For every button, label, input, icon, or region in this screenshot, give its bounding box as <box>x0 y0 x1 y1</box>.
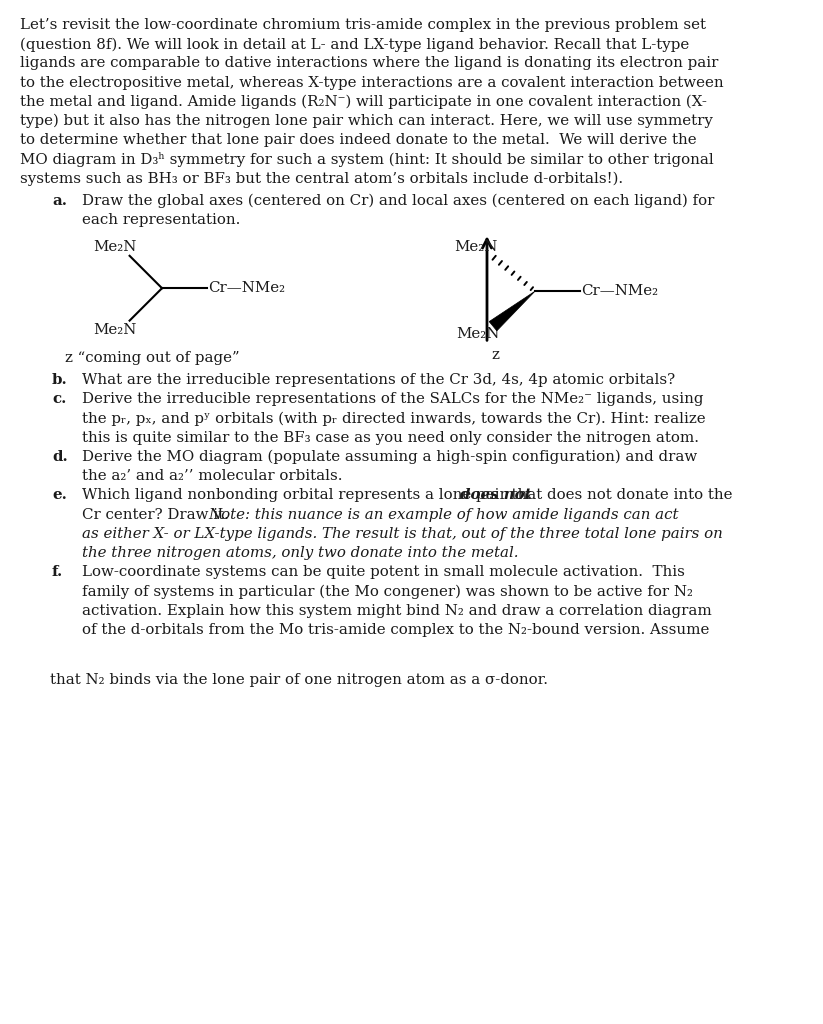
Text: Low-coordinate systems can be quite potent in small molecule activation.  This: Low-coordinate systems can be quite pote… <box>82 565 685 580</box>
Text: Cr center? Draw it.: Cr center? Draw it. <box>82 508 234 521</box>
Text: activation. Explain how this system might bind N₂ and draw a correlation diagram: activation. Explain how this system migh… <box>82 604 712 617</box>
Text: that N₂ binds via the lone pair of one nitrogen atom as a σ-donor.: that N₂ binds via the lone pair of one n… <box>50 673 548 687</box>
Text: Draw the global axes (centered on Cr) and local axes (centered on each ligand) f: Draw the global axes (centered on Cr) an… <box>82 194 714 208</box>
Text: Me₂N: Me₂N <box>94 323 137 337</box>
Text: e.: e. <box>52 488 67 503</box>
Text: Which ligand nonbonding orbital represents a lone pair that does not donate into: Which ligand nonbonding orbital represen… <box>82 488 732 503</box>
Text: systems such as BH₃ or BF₃ but the central atom’s orbitals include d-orbitals!).: systems such as BH₃ or BF₃ but the centr… <box>20 172 623 186</box>
Text: type) but it also has the nitrogen lone pair which can interact. Here, we will u: type) but it also has the nitrogen lone … <box>20 114 713 128</box>
Text: this is quite similar to the BF₃ case as you need only consider the nitrogen ato: this is quite similar to the BF₃ case as… <box>82 431 699 444</box>
Text: Derive the irreducible representations of the SALCs for the NMe₂⁻ ligands, using: Derive the irreducible representations o… <box>82 392 704 407</box>
Text: the metal and ligand. Amide ligands (R₂N⁻) will participate in one covalent inte: the metal and ligand. Amide ligands (R₂N… <box>20 95 707 110</box>
Text: Me₂N: Me₂N <box>94 240 137 254</box>
Text: Note: this nuance is an example of how amide ligands can act: Note: this nuance is an example of how a… <box>208 508 678 521</box>
Text: What are the irreducible representations of the Cr 3d, 4s, 4p atomic orbitals?: What are the irreducible representations… <box>82 374 675 387</box>
Text: f.: f. <box>52 565 63 580</box>
Text: the pᵣ, pₓ, and pʸ orbitals (with pᵣ directed inwards, towards the Cr). Hint: re: the pᵣ, pₓ, and pʸ orbitals (with pᵣ dir… <box>82 412 705 426</box>
Text: family of systems in particular (the Mo congener) was shown to be active for N₂: family of systems in particular (the Mo … <box>82 585 693 599</box>
Polygon shape <box>489 291 535 331</box>
Text: as either X- or LX-type ligands. The result is that, out of the three total lone: as either X- or LX-type ligands. The res… <box>82 527 723 541</box>
Text: z “coming out of page”: z “coming out of page” <box>65 351 239 366</box>
Text: c.: c. <box>52 392 67 407</box>
Text: ligands are comparable to dative interactions where the ligand is donating its e: ligands are comparable to dative interac… <box>20 56 718 71</box>
Text: (question 8f). We will look in detail at L- and LX-type ligand behavior. Recall : (question 8f). We will look in detail at… <box>20 37 689 51</box>
Text: b.: b. <box>52 374 67 387</box>
Text: does not: does not <box>460 488 532 503</box>
Text: each representation.: each representation. <box>82 213 240 227</box>
Text: Cr—NMe₂: Cr—NMe₂ <box>581 285 658 298</box>
Text: z: z <box>491 348 499 362</box>
Text: MO diagram in D₃ʰ symmetry for such a system (hint: It should be similar to othe: MO diagram in D₃ʰ symmetry for such a sy… <box>20 153 714 167</box>
Text: Me₂N: Me₂N <box>456 328 500 341</box>
Text: Me₂N: Me₂N <box>454 241 497 254</box>
Text: d.: d. <box>52 451 67 464</box>
Text: of the d-orbitals from the Mo tris-amide complex to the N₂-bound version. Assume: of the d-orbitals from the Mo tris-amide… <box>82 623 709 637</box>
Text: Let’s revisit the low-coordinate chromium tris-amide complex in the previous pro: Let’s revisit the low-coordinate chromiu… <box>20 18 706 32</box>
Text: the three nitrogen atoms, only two donate into the metal.: the three nitrogen atoms, only two donat… <box>82 546 518 560</box>
Text: a.: a. <box>52 194 67 208</box>
Text: to the electropositive metal, whereas X-type interactions are a covalent interac: to the electropositive metal, whereas X-… <box>20 76 723 90</box>
Text: Cr—NMe₂: Cr—NMe₂ <box>208 282 285 295</box>
Text: to determine whether that lone pair does indeed donate to the metal.  We will de: to determine whether that lone pair does… <box>20 133 696 147</box>
Text: the a₂’ and a₂’’ molecular orbitals.: the a₂’ and a₂’’ molecular orbitals. <box>82 469 342 483</box>
Text: Derive the MO diagram (populate assuming a high-spin configuration) and draw: Derive the MO diagram (populate assuming… <box>82 451 697 465</box>
